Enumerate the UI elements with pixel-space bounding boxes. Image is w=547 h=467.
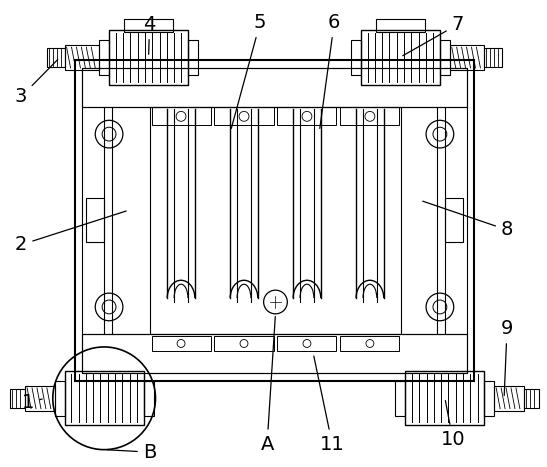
Bar <box>214 107 274 125</box>
Bar <box>47 48 65 67</box>
Text: 1: 1 <box>22 393 42 412</box>
Bar <box>395 381 405 416</box>
Bar <box>351 40 361 75</box>
Text: 3: 3 <box>15 60 58 106</box>
Bar <box>340 336 399 351</box>
Text: 9: 9 <box>501 319 513 396</box>
Text: 7: 7 <box>403 15 464 56</box>
Text: 2: 2 <box>15 211 126 254</box>
Bar <box>524 389 539 408</box>
Bar <box>277 336 336 351</box>
Bar <box>65 371 144 425</box>
Bar <box>83 68 467 373</box>
Bar <box>440 40 450 75</box>
Bar <box>25 386 55 410</box>
Bar <box>361 30 440 85</box>
Bar <box>376 19 425 32</box>
Bar <box>65 45 99 70</box>
Bar <box>445 198 463 242</box>
Bar <box>83 68 467 107</box>
Bar <box>149 107 401 333</box>
Bar <box>55 381 65 416</box>
Text: 11: 11 <box>314 356 345 454</box>
Text: 6: 6 <box>320 13 340 128</box>
Text: 10: 10 <box>440 401 465 449</box>
Bar <box>10 389 25 408</box>
Bar <box>277 107 336 125</box>
Text: A: A <box>260 317 275 454</box>
Bar <box>340 107 399 125</box>
Bar <box>152 107 211 125</box>
Bar <box>144 381 154 416</box>
Bar <box>83 333 467 373</box>
Bar <box>188 40 198 75</box>
Bar <box>484 381 494 416</box>
Text: 4: 4 <box>143 15 156 54</box>
Bar <box>405 371 484 425</box>
Bar <box>484 48 502 67</box>
Bar <box>152 336 211 351</box>
Bar <box>99 40 109 75</box>
Bar <box>214 336 274 351</box>
Text: 8: 8 <box>423 201 513 240</box>
Text: 5: 5 <box>231 13 266 128</box>
Text: B: B <box>107 443 156 461</box>
Bar <box>124 19 173 32</box>
Bar <box>74 60 474 381</box>
Bar <box>494 386 524 410</box>
Circle shape <box>264 290 287 314</box>
Bar <box>86 198 104 242</box>
Bar <box>109 30 188 85</box>
Bar <box>450 45 484 70</box>
